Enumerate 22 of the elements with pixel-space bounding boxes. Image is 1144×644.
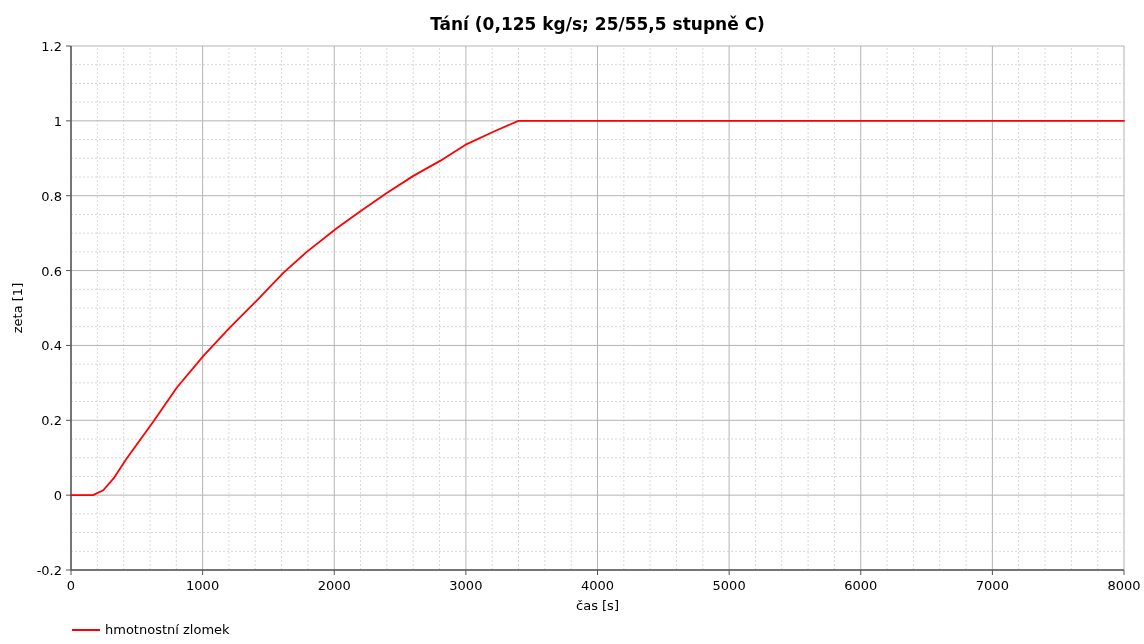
y-tick-label: 1.2 [41, 39, 62, 54]
x-tick-label: 3000 [449, 578, 483, 593]
y-tick-label: 0 [53, 488, 62, 504]
y-tick-label: 0.2 [41, 413, 62, 429]
y-tick-label: 0.6 [41, 263, 62, 279]
x-tick-label: 1000 [186, 578, 220, 593]
x-tick-label: 5000 [712, 578, 746, 593]
x-axis-title: čas [s] [576, 598, 619, 613]
y-axis-title: zeta [1] [10, 282, 25, 334]
legend-label: hmotnostní zlomek [105, 622, 231, 637]
chart-title: Tání (0,125 kg/s; 25/55,5 stupně C) [430, 14, 765, 34]
y-tick-label: 0.4 [41, 338, 62, 354]
y-tick-label: 1 [53, 113, 62, 129]
y-tick-label: 0.8 [41, 188, 62, 204]
x-tick-label: 2000 [317, 578, 351, 593]
x-tick-label: 8000 [1107, 578, 1141, 593]
x-tick-label: 7000 [975, 578, 1009, 593]
x-tick-label: 4000 [580, 578, 615, 593]
y-tick-label: -0.2 [36, 563, 62, 578]
x-tick-label: 6000 [844, 578, 878, 593]
line-series [70, 119, 1125, 497]
x-tick-label: 0 [66, 578, 76, 593]
